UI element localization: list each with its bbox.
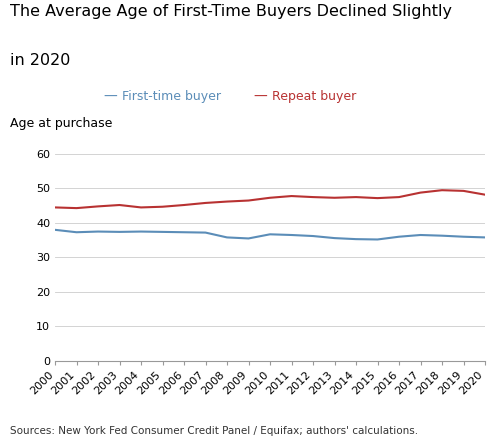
Repeat buyer	[374, 195, 380, 201]
Text: in 2020: in 2020	[10, 53, 70, 68]
Text: The Average Age of First-Time Buyers Declined Slightly: The Average Age of First-Time Buyers Dec…	[10, 4, 452, 19]
First-time buyer	[246, 236, 252, 241]
First-time buyer	[396, 234, 402, 239]
Repeat buyer	[246, 198, 252, 203]
First-time buyer	[138, 229, 144, 234]
Repeat buyer	[224, 199, 230, 204]
Repeat buyer	[310, 194, 316, 200]
Text: First-time buyer: First-time buyer	[122, 90, 222, 103]
Text: Sources: New York Fed Consumer Credit Panel / Equifax; authors' calculations.: Sources: New York Fed Consumer Credit Pa…	[10, 425, 418, 436]
Text: Age at purchase: Age at purchase	[10, 117, 113, 130]
Repeat buyer	[288, 194, 294, 199]
Repeat buyer	[439, 187, 445, 193]
Repeat buyer	[418, 190, 424, 195]
First-time buyer	[181, 230, 187, 235]
First-time buyer	[332, 235, 338, 241]
First-time buyer	[116, 229, 122, 235]
First-time buyer	[288, 232, 294, 238]
Text: Repeat buyer: Repeat buyer	[272, 90, 357, 103]
Repeat buyer	[138, 205, 144, 210]
Repeat buyer	[267, 195, 273, 200]
First-time buyer	[418, 232, 424, 238]
Repeat buyer	[181, 202, 187, 208]
First-time buyer	[202, 230, 208, 235]
First-time buyer	[160, 229, 166, 235]
Repeat buyer	[460, 188, 466, 194]
First-time buyer	[439, 233, 445, 238]
Repeat buyer	[95, 204, 101, 209]
First-time buyer	[74, 230, 80, 235]
Repeat buyer	[116, 202, 122, 208]
First-time buyer	[52, 227, 58, 232]
First-time buyer	[353, 236, 359, 242]
Repeat buyer	[396, 194, 402, 200]
First-time buyer	[95, 229, 101, 234]
First-time buyer	[374, 237, 380, 242]
Text: —: —	[253, 90, 267, 104]
First-time buyer	[267, 232, 273, 237]
Line: Repeat buyer: Repeat buyer	[55, 190, 485, 208]
Repeat buyer	[52, 205, 58, 210]
Repeat buyer	[74, 205, 80, 211]
Repeat buyer	[202, 200, 208, 205]
Repeat buyer	[332, 195, 338, 200]
Repeat buyer	[160, 204, 166, 209]
Text: —: —	[103, 90, 117, 104]
First-time buyer	[460, 234, 466, 239]
First-time buyer	[310, 233, 316, 238]
First-time buyer	[224, 235, 230, 240]
Line: First-time buyer: First-time buyer	[55, 230, 485, 239]
First-time buyer	[482, 235, 488, 240]
Repeat buyer	[353, 194, 359, 200]
Repeat buyer	[482, 192, 488, 197]
